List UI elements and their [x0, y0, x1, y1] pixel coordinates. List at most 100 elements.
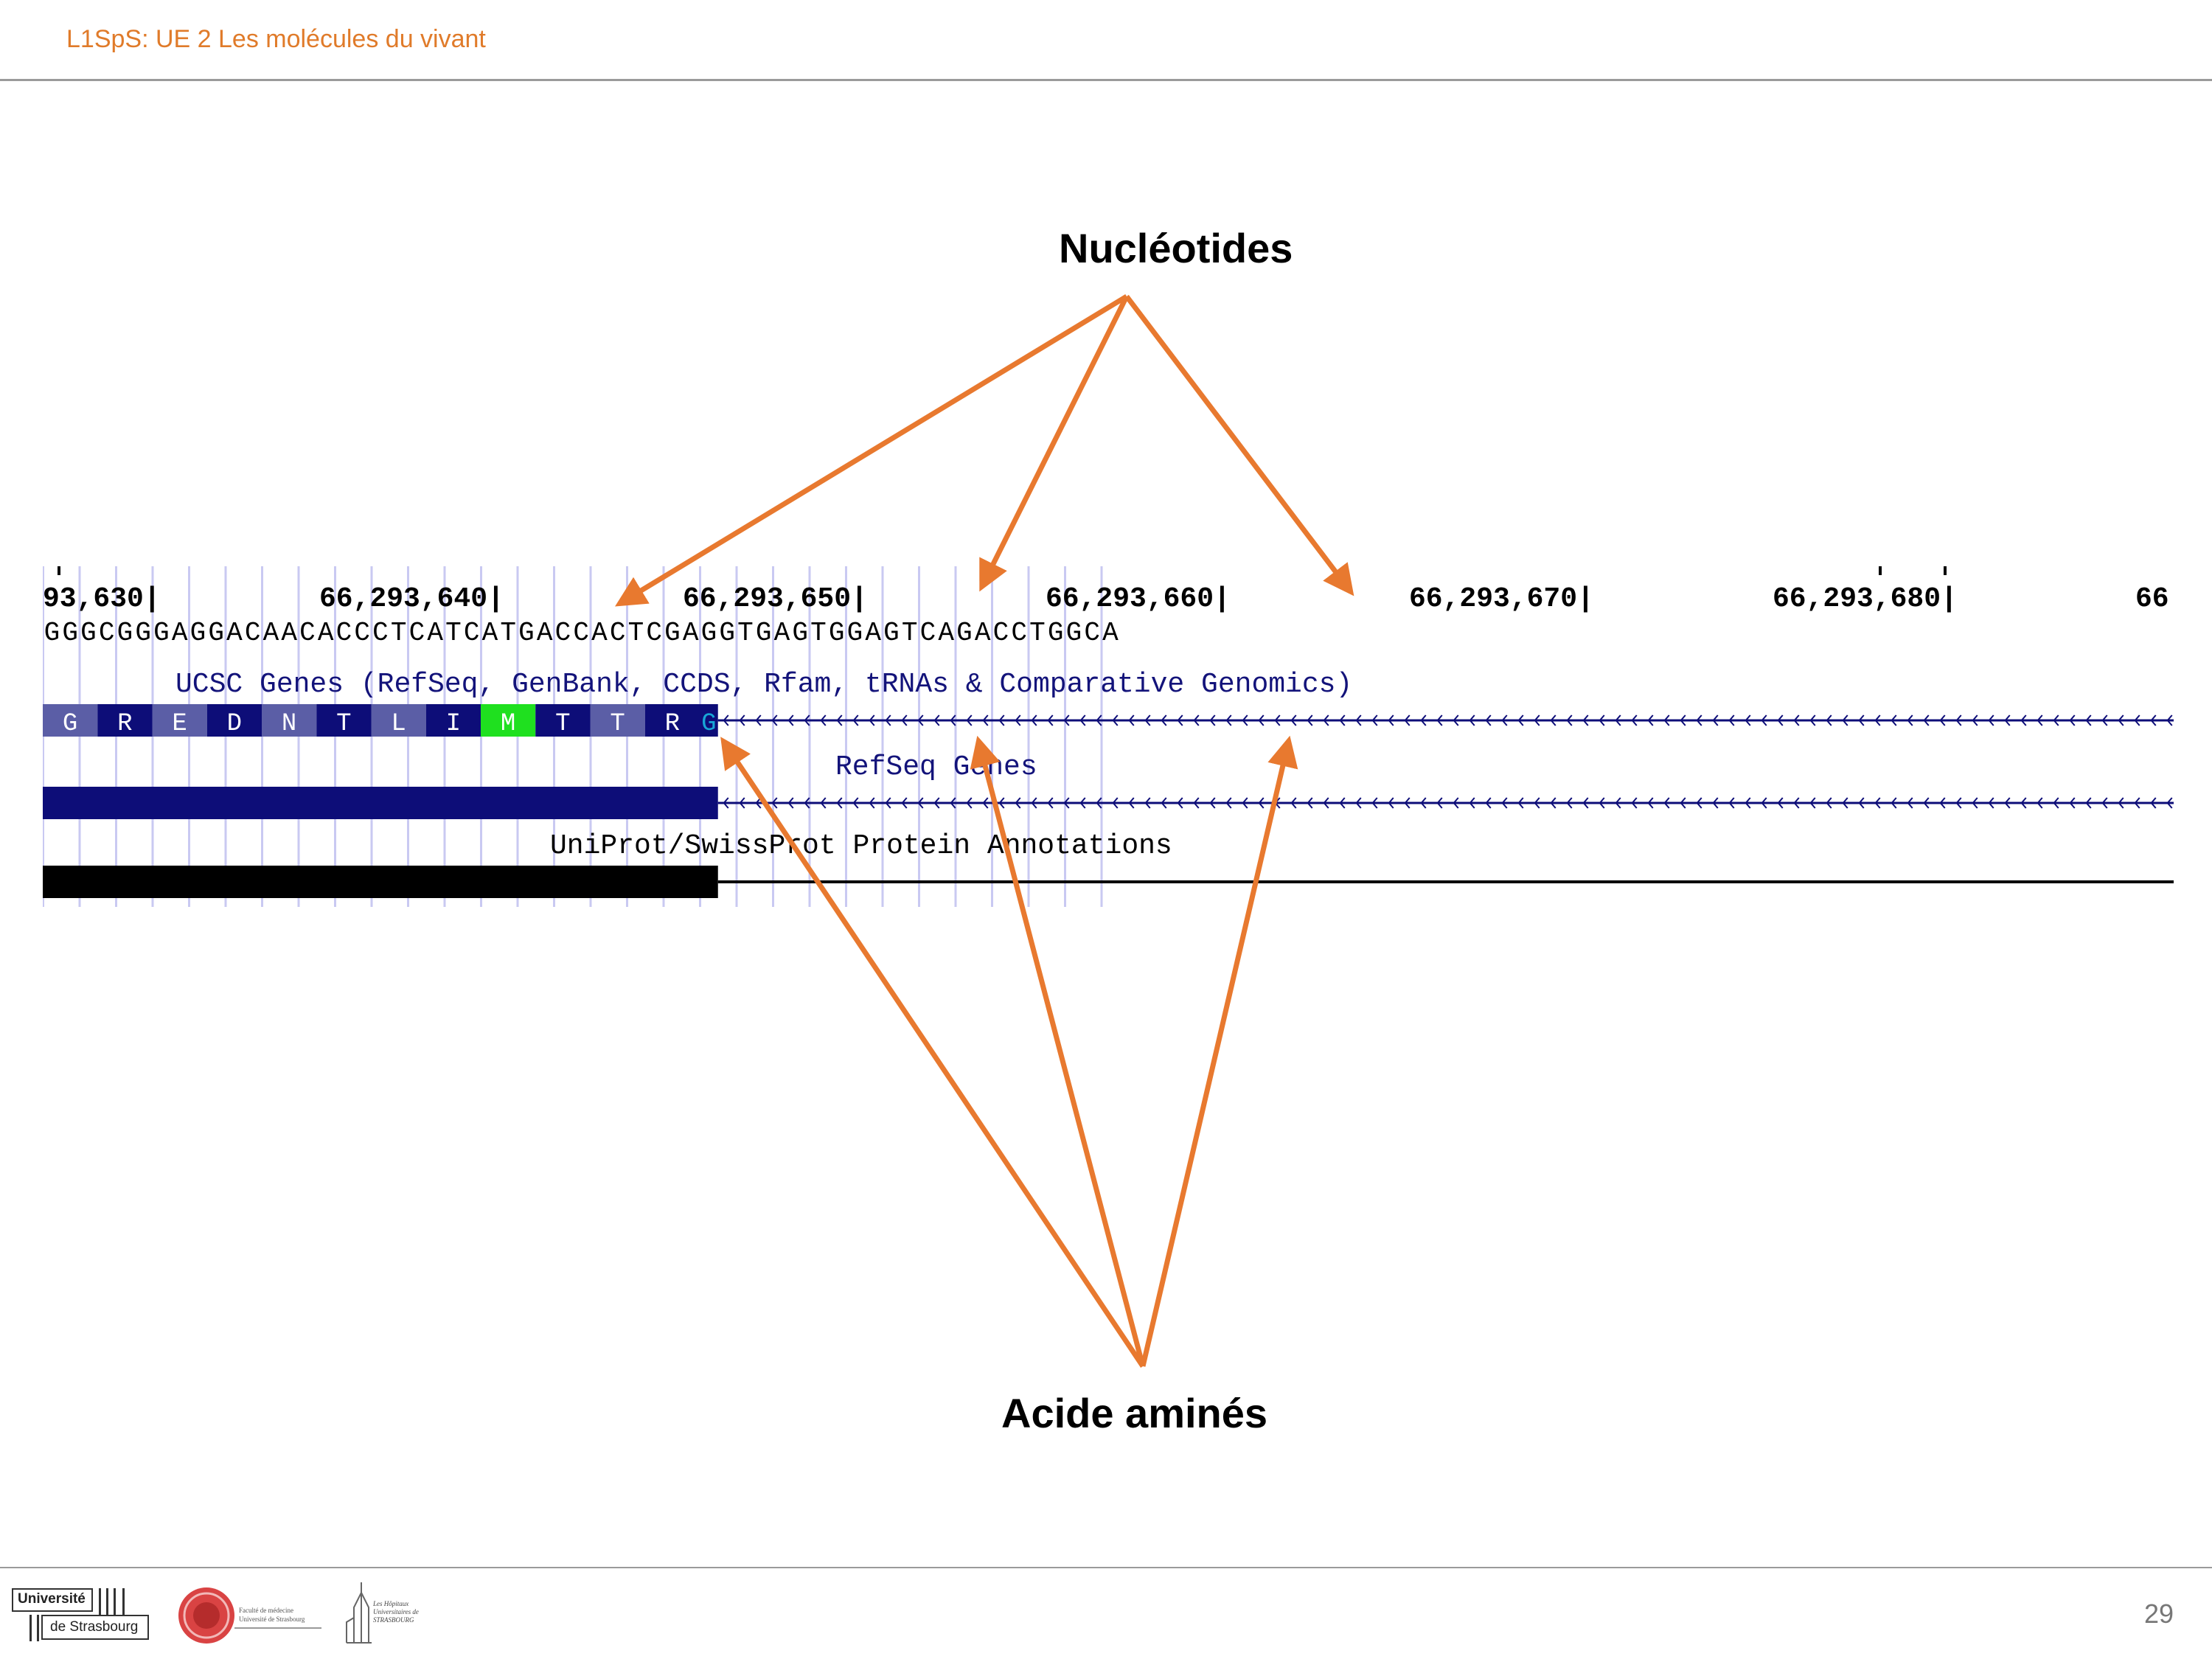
nucleotide-base: T [445, 618, 462, 648]
amino-acid-partial-block [700, 704, 718, 737]
strand-chevron [1079, 714, 1086, 726]
strand-chevron [1453, 714, 1459, 726]
strand-chevron [1680, 714, 1686, 726]
strand-chevron [1469, 797, 1475, 809]
strand-chevron [1566, 714, 1573, 726]
nucleotide-base: C [245, 618, 261, 648]
amino-acid-letter: I [446, 710, 461, 738]
nucleotide-base: A [774, 618, 790, 648]
strand-chevron [820, 714, 827, 726]
strand-chevron [1647, 797, 1654, 809]
nucleotide-base: A [281, 618, 297, 648]
strand-chevron [1290, 714, 1297, 726]
university-logo: Université de Strasbourg [12, 1585, 149, 1643]
strand-chevron [1891, 714, 1897, 726]
strand-chevron [755, 714, 762, 726]
nucleotide-base: C [299, 618, 316, 648]
nucleotide-base: A [865, 618, 881, 648]
strand-chevron [1826, 714, 1832, 726]
strand-chevron [1485, 714, 1492, 726]
nucleotide-base: G [117, 618, 133, 648]
amino-acid-letter: M [501, 710, 515, 738]
nucleotide-base: G [719, 618, 735, 648]
header-title: L1SpS: UE 2 Les molécules du vivant [66, 25, 486, 53]
faculty-logo-text: Faculté de médecine Université de Strasb… [239, 1607, 305, 1623]
page-number: 29 [2143, 1599, 2174, 1629]
strand-chevron [2085, 797, 2092, 809]
nucleotide-base: G [80, 618, 97, 648]
strand-chevron [1891, 797, 1897, 809]
strand-chevron [1469, 714, 1475, 726]
strand-chevron [1988, 797, 1994, 809]
strand-chevron [1355, 797, 1362, 809]
strand-chevron [1193, 714, 1200, 726]
hospitals-logo-text: Les Hôpitaux Universitaires de STRASBOUR… [373, 1600, 419, 1624]
browser-track-svg: 93,630| 66,293,640| 66,293,650| 66,293,660|… [43, 566, 2174, 907]
strand-chevron [2150, 714, 2157, 726]
strand-chevron [2004, 797, 2011, 809]
nucleotide-base: A [427, 618, 443, 648]
strand-chevron [1047, 714, 1054, 726]
ruler-position-label: 66,293,680| [1773, 583, 1958, 615]
strand-chevron [1404, 714, 1411, 726]
nucleotide-base: C [464, 618, 480, 648]
university-logo-line2: de Strasbourg [50, 1619, 139, 1635]
strand-chevron [2053, 797, 2059, 809]
strand-chevron [1615, 797, 1621, 809]
strand-chevron [1647, 714, 1654, 726]
strand-chevron [1728, 714, 1735, 726]
strand-chevron [1631, 797, 1638, 809]
strand-chevron [901, 714, 908, 726]
strand-chevron [2085, 714, 2092, 726]
arrow-nucleotide-2 [979, 295, 1130, 592]
amino-acid-block [535, 704, 591, 737]
nucleotide-base: A [938, 618, 954, 648]
nucleotide-base: T [902, 618, 918, 648]
nucleotide-base: A [683, 618, 699, 648]
nucleotide-base: G [190, 618, 206, 648]
ruler-position-label: 66,293,640| [319, 583, 504, 615]
amino-acid-letter: L [391, 710, 406, 738]
strand-chevron [1290, 797, 1297, 809]
amino-acid-letter: N [282, 710, 296, 738]
ucsc-genes-track-title: UCSC Genes (RefSeq, GenBank, CCDS, Rfam,… [175, 669, 1352, 700]
strand-chevron [2134, 797, 2140, 809]
strand-chevron [1307, 714, 1313, 726]
header-divider [0, 79, 2212, 81]
nucleotide-base: C [573, 618, 589, 648]
strand-chevron [2053, 714, 2059, 726]
nucleotide-base: G [756, 618, 772, 648]
amino-acid-letter: D [227, 710, 242, 738]
nucleotide-base: G [956, 618, 973, 648]
ruler-position-label: 66,293,660| [1046, 583, 1231, 615]
nucleotide-base: G [664, 618, 681, 648]
nucleotide-base: G [1066, 618, 1082, 648]
nucleotide-base: T [1029, 618, 1046, 648]
strand-chevron [2069, 797, 2076, 809]
amino-acid-letter: E [172, 710, 187, 738]
strand-chevron [1972, 714, 1978, 726]
strand-chevron [966, 714, 973, 726]
strand-chevron [1582, 797, 1589, 809]
strand-chevron [1031, 714, 1037, 726]
strand-chevron [1907, 714, 1913, 726]
genome-browser-view: 93,630| 66,293,640| 66,293,650| 66,293,660|… [43, 560, 2174, 907]
amino-acid-letter: G [63, 710, 77, 738]
strand-chevron [1874, 797, 1881, 809]
strand-chevron [933, 714, 940, 726]
amino-acid-block [590, 704, 645, 737]
strand-chevron [1777, 797, 1784, 809]
amino-acid-block [43, 704, 98, 737]
strand-chevron [1501, 714, 1508, 726]
amino-acid-block [481, 704, 536, 737]
strand-chevron [1371, 797, 1378, 809]
strand-chevron [1436, 714, 1443, 726]
amino-acid-block [425, 704, 481, 737]
university-logo-line1: Université [18, 1591, 86, 1607]
strand-chevron [1485, 797, 1492, 809]
strand-chevron [2069, 714, 2076, 726]
amino-acid-partial-letter: G [701, 710, 716, 738]
amino-acid-block [262, 704, 317, 737]
amino-acid-block [371, 704, 426, 737]
strand-chevron [2166, 797, 2173, 809]
